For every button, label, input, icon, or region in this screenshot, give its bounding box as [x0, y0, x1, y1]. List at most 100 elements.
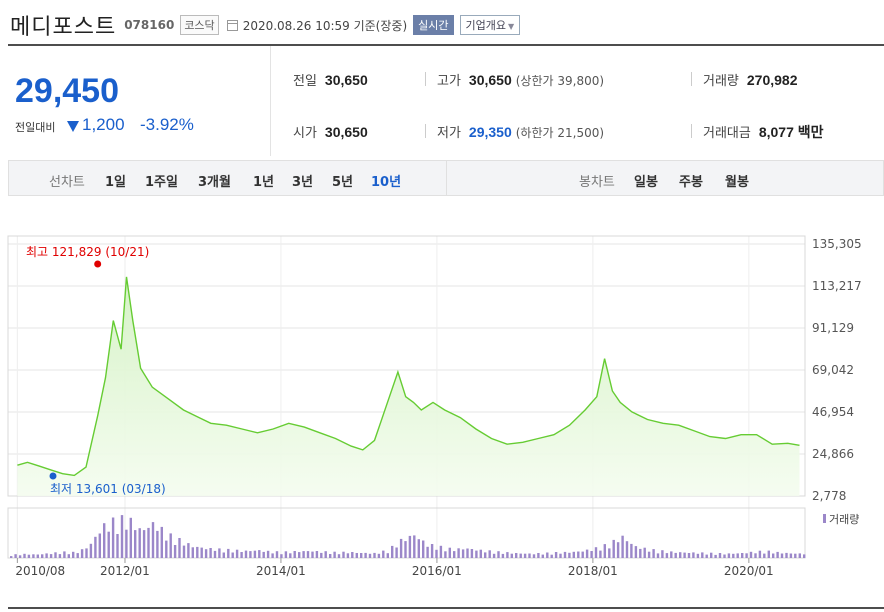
volume-bar	[515, 553, 518, 558]
period-3y[interactable]: 3년	[292, 175, 314, 190]
volume-bar	[488, 550, 491, 558]
down-triangle-icon	[67, 121, 79, 132]
volume-bar	[634, 546, 638, 558]
volume-bar	[422, 540, 425, 558]
volume-bar	[466, 548, 469, 558]
volume-bar	[741, 553, 744, 558]
stat-separator	[691, 124, 692, 138]
volume-bar	[652, 549, 655, 558]
stat-low: 저가 29,350 (하한가 21,500)	[437, 122, 604, 141]
volume-bar	[14, 554, 17, 558]
volume-bar	[670, 551, 673, 558]
volume-bar	[240, 552, 243, 558]
volume-bar	[399, 538, 403, 558]
volume-bar	[351, 552, 354, 558]
candle-daily[interactable]: 일봉	[634, 175, 658, 190]
volume-bar	[373, 552, 376, 558]
volume-bar	[258, 550, 261, 558]
volume-bar	[408, 535, 412, 558]
volume-bar	[41, 554, 44, 558]
y-tick-label: 91,129	[812, 321, 854, 335]
volume-bar	[85, 548, 88, 558]
volume-bar	[581, 551, 584, 558]
volume-bar	[705, 554, 708, 558]
period-bar: 선차트 1일 1주일 3개월 1년 3년 5년 10년 봉차트 일봉 주봉 월봉	[8, 160, 884, 196]
candle-monthly[interactable]: 월봉	[725, 175, 749, 190]
volume-bar	[426, 546, 429, 558]
candle-weekly[interactable]: 주봉	[679, 175, 703, 190]
stat-value: 29,350	[468, 124, 512, 140]
volume-bar	[244, 550, 248, 558]
stat-separator	[691, 72, 692, 86]
volume-bar	[222, 552, 225, 558]
realtime-button[interactable]: 실시간	[413, 15, 454, 35]
period-1w[interactable]: 1주일	[145, 175, 178, 190]
volume-bar	[231, 552, 234, 558]
volume-bar	[798, 553, 801, 558]
top-divider	[8, 44, 884, 46]
stat-prev-close: 전일 30,650	[293, 70, 368, 89]
volume-bar	[448, 547, 451, 558]
volume-bar	[803, 554, 806, 558]
volume-bar	[696, 553, 700, 558]
volume-bar	[413, 535, 416, 558]
volume-bar	[785, 552, 788, 558]
volume-bar	[151, 522, 155, 558]
period-1d[interactable]: 1일	[105, 175, 127, 190]
volume-bar	[661, 550, 664, 558]
volume-bar	[160, 526, 163, 558]
volume-bar	[368, 553, 372, 558]
company-info-button[interactable]: 기업개요 ▼	[459, 15, 521, 35]
price-summary: 29,450 전일대비 1,200 -3.92% 전일 30,650 고가 30,6…	[8, 46, 884, 156]
volume-bar	[594, 547, 598, 558]
volume-bar	[758, 550, 762, 558]
price-stats: 전일 30,650 고가 30,650 (상한가 39,800) 거래량 270,982…	[271, 46, 884, 156]
volume-bar	[293, 551, 296, 558]
stat-open: 시가 30,650	[293, 122, 368, 141]
volume-bar	[550, 554, 553, 558]
volume-bar	[590, 551, 593, 558]
volume-bar	[355, 553, 358, 558]
volume-bar	[749, 551, 753, 558]
period-5y[interactable]: 5년	[332, 175, 354, 190]
period-1y[interactable]: 1년	[253, 175, 275, 190]
volume-bar	[612, 539, 615, 558]
y-tick-label: 113,217	[812, 279, 862, 293]
volume-bar	[776, 551, 779, 558]
market-badge: 코스닥	[180, 15, 219, 35]
volume-bar	[484, 552, 487, 558]
volume-bar	[94, 536, 97, 558]
volume-bar	[156, 530, 159, 558]
volume-bar	[568, 552, 571, 558]
volume-bar	[76, 553, 79, 558]
volume-bar	[173, 545, 177, 558]
volume-bar	[18, 555, 22, 558]
period-3m[interactable]: 3개월	[198, 175, 231, 190]
stat-separator	[425, 72, 426, 86]
volume-bar	[577, 551, 580, 558]
volume-bar	[134, 530, 137, 558]
y-tick-label: 24,866	[812, 447, 854, 461]
volume-bar	[736, 553, 739, 558]
price-chart[interactable]: 135,305 113,217 91,129 69,042 46,954 24,866 2,…	[0, 196, 884, 612]
volume-bar	[554, 552, 558, 558]
series-line	[17, 276, 800, 477]
volume-bar	[417, 539, 420, 558]
volume-bar	[178, 538, 181, 558]
stat-high: 고가 30,650 (상한가 39,800)	[437, 70, 604, 89]
volume-bar	[27, 554, 31, 558]
volume-bar	[625, 541, 629, 558]
volume-bar	[169, 533, 172, 558]
volume-bar	[395, 547, 398, 558]
stat-label: 고가	[437, 74, 461, 89]
stat-value: 8,077 백만	[758, 124, 824, 140]
period-10y[interactable]: 10년	[371, 175, 402, 190]
volume-bar	[72, 551, 75, 558]
volume-bar	[23, 553, 26, 558]
volume-bar	[280, 554, 283, 558]
volume-bar	[683, 552, 686, 558]
volume-bar	[209, 548, 212, 558]
volume-bar	[572, 551, 575, 558]
stat-label: 시가	[293, 126, 317, 141]
volume-bar	[32, 554, 35, 558]
